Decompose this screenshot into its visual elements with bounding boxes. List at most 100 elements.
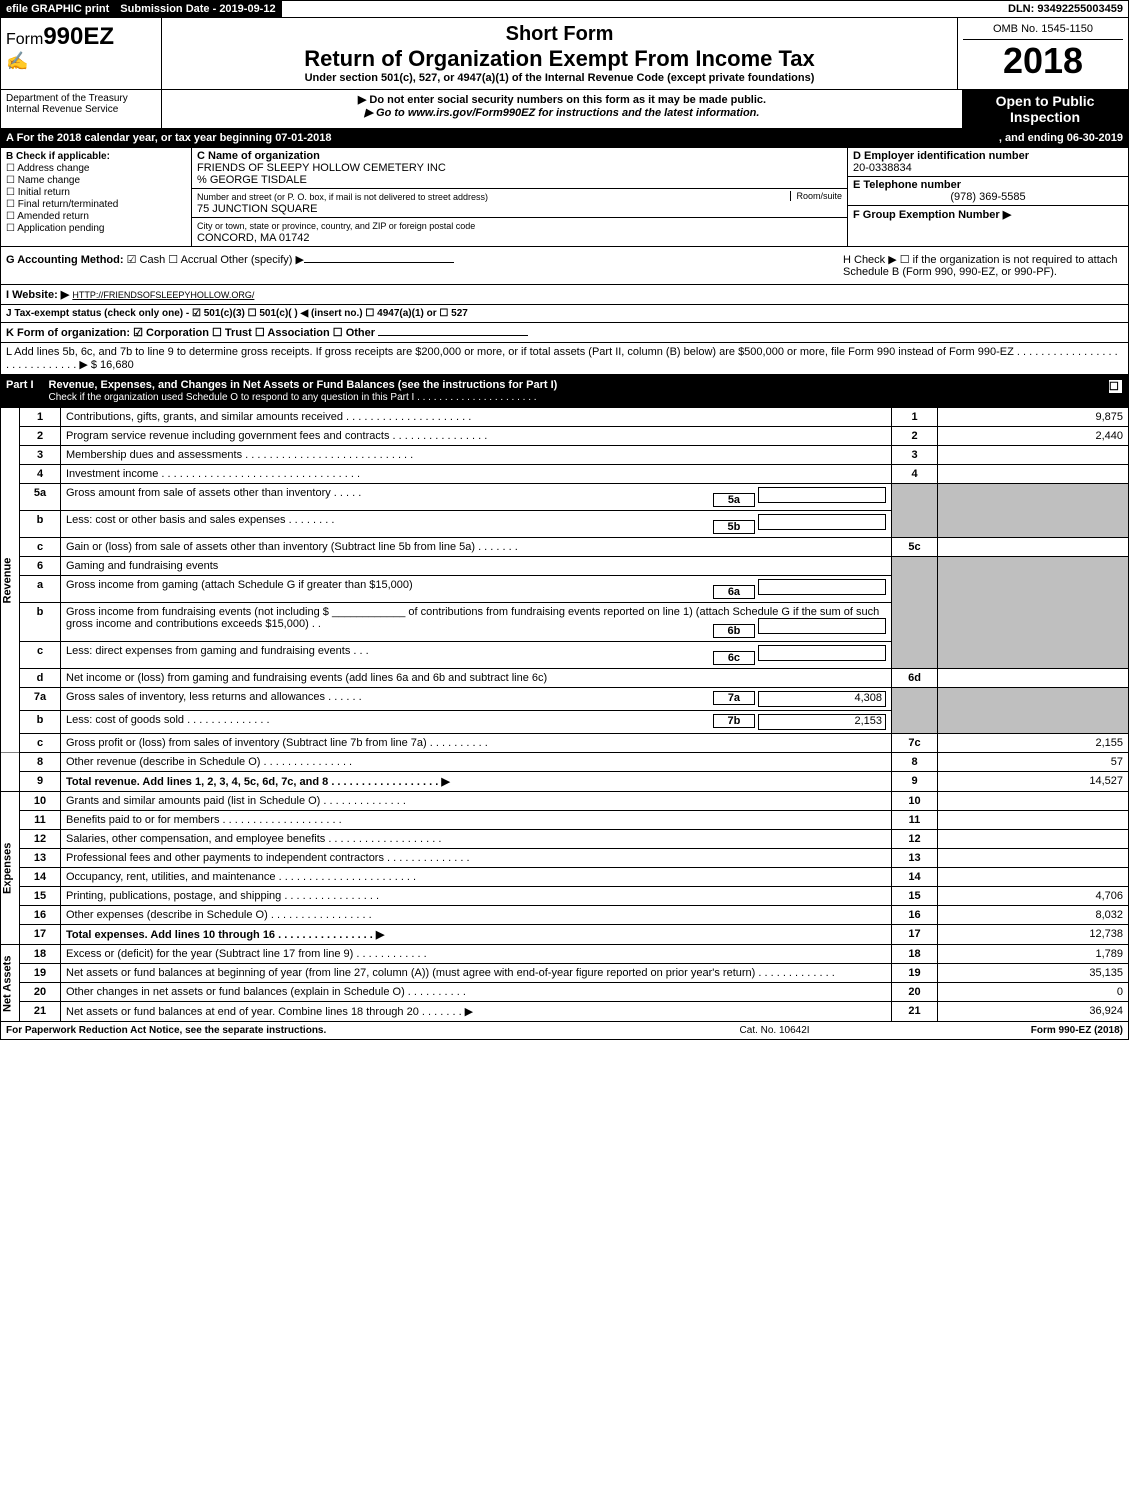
l5b-desc-text: Less: cost or other basis and sales expe…	[66, 514, 334, 526]
l4-val	[938, 465, 1129, 484]
l13-val	[938, 849, 1129, 868]
l7b-desc: Less: cost of goods sold . . . . . . . .…	[61, 711, 892, 734]
l6b-desc: Gross income from fundraising events (no…	[61, 603, 892, 642]
l12-box: 12	[892, 830, 938, 849]
checkbox-amended-return[interactable]: ☐ Amended return	[6, 211, 186, 222]
l6b-sub: 6b	[713, 624, 755, 638]
return-title: Return of Organization Exempt From Incom…	[167, 46, 952, 72]
dept-center2[interactable]: ▶ Go to www.irs.gov/Form990EZ for instru…	[165, 106, 959, 119]
footer-right: Form 990-EZ (2018)	[1031, 1025, 1123, 1036]
l13-num: 13	[20, 849, 61, 868]
group-label: F Group Exemption Number ▶	[853, 209, 1011, 221]
l16-box: 16	[892, 906, 938, 925]
l5b-num: b	[20, 511, 61, 538]
chk-label-0: Address change	[17, 163, 89, 174]
city-block: City or town, state or province, country…	[192, 218, 847, 246]
line-21: 21 Net assets or fund balances at end of…	[1, 1002, 1129, 1022]
part-1-title: Revenue, Expenses, and Changes in Net As…	[49, 379, 558, 403]
efile-print-button[interactable]: efile GRAPHIC print	[1, 1, 115, 17]
street-value: 75 JUNCTION SQUARE	[197, 203, 317, 215]
l9-box: 9	[892, 772, 938, 792]
info-row: B Check if applicable: ☐ Address change …	[0, 148, 1129, 247]
l6c-sub: 6c	[713, 651, 755, 665]
l17-desc: Total expenses. Add lines 10 through 16 …	[61, 925, 892, 945]
l16-desc: Other expenses (describe in Schedule O) …	[61, 906, 892, 925]
l1-box: 1	[892, 408, 938, 427]
open-public-1: Open to Public	[965, 93, 1125, 109]
l13-box: 13	[892, 849, 938, 868]
l6b-num: b	[20, 603, 61, 642]
form-number-box: Form990EZ ✍	[1, 18, 162, 89]
l3-box: 3	[892, 446, 938, 465]
checkbox-address-change[interactable]: ☐ Address change	[6, 163, 186, 174]
dept-treasury: Department of the Treasury Internal Reve…	[1, 90, 162, 128]
l17-desc-text: Total expenses. Add lines 10 through 16 …	[66, 929, 384, 941]
l10-num: 10	[20, 792, 61, 811]
l6d-num: d	[20, 669, 61, 688]
l6a-desc: Gross income from gaming (attach Schedul…	[61, 576, 892, 603]
l1-desc: Contributions, gifts, grants, and simila…	[61, 408, 892, 427]
g-cash[interactable]: Cash	[140, 254, 166, 266]
line-19: 19 Net assets or fund balances at beginn…	[1, 964, 1129, 983]
row-g-h: G Accounting Method: ☑ Cash ☐ Accrual Ot…	[0, 247, 1129, 285]
l4-box: 4	[892, 465, 938, 484]
phone-value: (978) 369-5585	[853, 191, 1123, 203]
top-bar: efile GRAPHIC print Submission Date - 20…	[0, 0, 1129, 17]
g-other[interactable]: Other (specify) ▶	[220, 254, 304, 266]
l7a-desc-text: Gross sales of inventory, less returns a…	[66, 691, 362, 703]
section-d: D Employer identification number 20-0338…	[848, 148, 1128, 246]
l6b-subval	[758, 618, 886, 634]
l5c-num: c	[20, 538, 61, 557]
dept-line2: Internal Revenue Service	[6, 104, 156, 115]
l17-box: 17	[892, 925, 938, 945]
l5a-sub: 5a	[713, 493, 755, 507]
l18-num: 18	[20, 945, 61, 964]
line-10: Expenses 10 Grants and similar amounts p…	[1, 792, 1129, 811]
l10-val	[938, 792, 1129, 811]
l7ab-shaded-box	[892, 688, 938, 734]
dln: DLN: 93492255003459	[1003, 1, 1128, 17]
l8-desc: Other revenue (describe in Schedule O) .…	[61, 753, 892, 772]
l9-desc: Total revenue. Add lines 1, 2, 3, 4, 5c,…	[61, 772, 892, 792]
org-name-label: C Name of organization	[197, 150, 320, 162]
part-1-header: Part I Revenue, Expenses, and Changes in…	[0, 375, 1129, 408]
l6d-val	[938, 669, 1129, 688]
l5a-num: 5a	[20, 484, 61, 511]
l15-num: 15	[20, 887, 61, 906]
irs-link[interactable]: ▶ Go to www.irs.gov/Form990EZ for instru…	[365, 107, 760, 119]
l18-box: 18	[892, 945, 938, 964]
l4-num: 4	[20, 465, 61, 484]
street-label: Number and street (or P. O. box, if mail…	[197, 192, 488, 202]
l9-desc-text: Total revenue. Add lines 1, 2, 3, 4, 5c,…	[66, 776, 450, 788]
checkbox-application-pending[interactable]: ☐ Application pending	[6, 223, 186, 234]
l17-num: 17	[20, 925, 61, 945]
form-title-box: Short Form Return of Organization Exempt…	[162, 18, 958, 89]
section-c: C Name of organization FRIENDS OF SLEEPY…	[192, 148, 848, 246]
checkbox-initial-return[interactable]: ☐ Initial return	[6, 187, 186, 198]
l19-num: 19	[20, 964, 61, 983]
g-accrual[interactable]: Accrual	[181, 254, 218, 266]
revenue-side-label: Revenue	[1, 408, 20, 753]
l9-val: 14,527	[938, 772, 1129, 792]
part-1-checkbox[interactable]: ☐	[1108, 379, 1123, 394]
l4-desc: Investment income . . . . . . . . . . . …	[61, 465, 892, 484]
l6-num: 6	[20, 557, 61, 576]
l3-val	[938, 446, 1129, 465]
dept-line1: Department of the Treasury	[6, 93, 156, 104]
l7b-num: b	[20, 711, 61, 734]
l17-val: 12,738	[938, 925, 1129, 945]
l11-box: 11	[892, 811, 938, 830]
website-link[interactable]: HTTP://FRIENDSOFSLEEPYHOLLOW.ORG/	[72, 290, 254, 300]
section-a-begin: A For the 2018 calendar year, or tax yea…	[6, 132, 331, 144]
line-7a: 7a Gross sales of inventory, less return…	[1, 688, 1129, 711]
line-15: 15 Printing, publications, postage, and …	[1, 887, 1129, 906]
org-name: FRIENDS OF SLEEPY HOLLOW CEMETERY INC	[197, 162, 446, 174]
line-1: Revenue 1 Contributions, gifts, grants, …	[1, 408, 1129, 427]
l7a-num: 7a	[20, 688, 61, 711]
l6a-sub: 6a	[713, 585, 755, 599]
line-16: 16 Other expenses (describe in Schedule …	[1, 906, 1129, 925]
footer-left: For Paperwork Reduction Act Notice, see …	[6, 1025, 518, 1036]
checkbox-final-return[interactable]: ☐ Final return/terminated	[6, 199, 186, 210]
checkbox-name-change[interactable]: ☐ Name change	[6, 175, 186, 186]
l5ab-shaded-box	[892, 484, 938, 538]
